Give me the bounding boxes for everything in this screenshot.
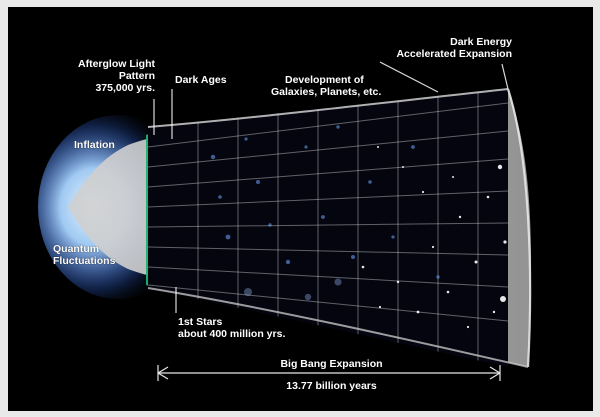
arrow-right-icon	[489, 366, 501, 380]
dark-ages-label: Dark Ages	[175, 74, 227, 86]
development-leader-line	[379, 61, 439, 93]
interior-grid-lines	[148, 89, 508, 361]
funnel-rim	[147, 88, 532, 368]
cosmic-timeline-diagram: Afterglow Light Pattern 375,000 yrs. Dar…	[8, 7, 593, 411]
duration-label: 13.77 billion years	[286, 380, 377, 392]
big-bang-expansion-arrow	[157, 365, 501, 381]
quantum-label: Quantum Fluctuations	[53, 243, 116, 267]
development-label: Development of Galaxies, Planets, etc.	[271, 74, 382, 98]
afterglow-label: Afterglow Light Pattern 375,000 yrs.	[78, 58, 155, 94]
galaxy-points	[210, 125, 507, 329]
label-leader-lines	[153, 61, 509, 313]
big-bang-expansion-label: Big Bang Expansion	[280, 358, 383, 370]
dark-energy-leader-line	[501, 63, 509, 90]
arrow-left-icon	[157, 366, 169, 380]
inflation-label: Inflation	[74, 139, 115, 151]
dark-energy-label: Dark Energy Accelerated Expansion	[396, 36, 512, 60]
first-stars-label: 1st Stars about 400 million yrs.	[178, 316, 286, 340]
universe-expansion-illustration	[8, 7, 593, 411]
